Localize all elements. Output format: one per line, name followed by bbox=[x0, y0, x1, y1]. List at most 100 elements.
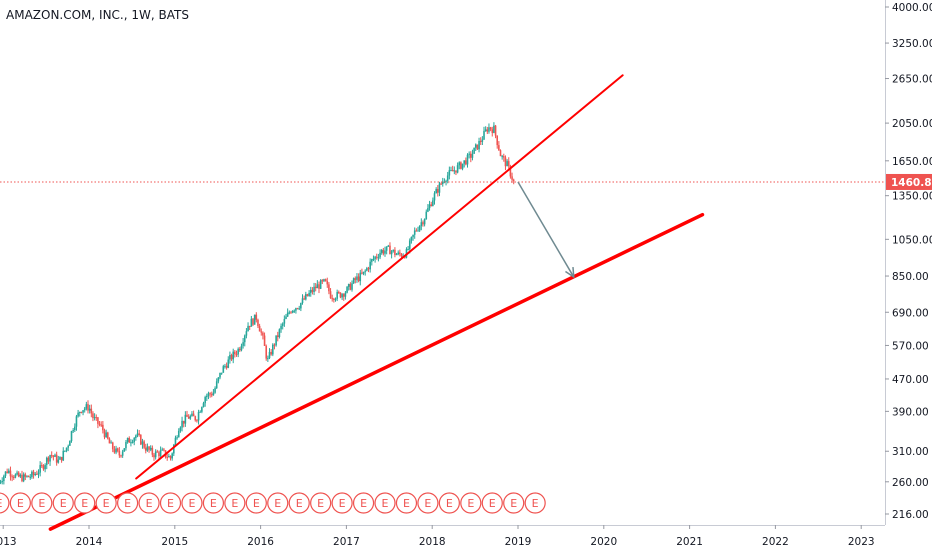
candle-body bbox=[339, 292, 342, 298]
candle-body bbox=[14, 474, 17, 478]
candle-body bbox=[374, 256, 376, 259]
candle-body bbox=[463, 160, 466, 164]
earnings-marker-label: E bbox=[103, 497, 110, 510]
candle-body bbox=[474, 144, 477, 148]
earnings-marker bbox=[181, 492, 203, 514]
candle-body bbox=[207, 393, 210, 396]
x-tick-label: 2023 bbox=[848, 536, 875, 548]
candle-body bbox=[24, 474, 27, 477]
candle-body bbox=[9, 470, 12, 477]
candle-body bbox=[210, 394, 213, 396]
earnings-marker-label: E bbox=[253, 497, 260, 510]
earnings-marker-label: E bbox=[339, 497, 346, 510]
x-tick-label: 2015 bbox=[161, 536, 188, 548]
candle-body bbox=[427, 208, 429, 212]
earnings-marker-label: E bbox=[17, 497, 24, 510]
candle-body bbox=[72, 430, 74, 432]
candle-body bbox=[354, 278, 357, 280]
candle-body bbox=[361, 272, 363, 274]
candle-body bbox=[440, 183, 442, 185]
candle-body bbox=[276, 335, 279, 338]
candle-body bbox=[44, 464, 46, 470]
candle-body bbox=[265, 345, 268, 359]
candle-body bbox=[50, 455, 53, 457]
candle-body bbox=[435, 189, 437, 194]
candle-body bbox=[120, 455, 122, 457]
y-tick-label: 3250.00 bbox=[892, 38, 932, 50]
candle-body bbox=[351, 283, 353, 290]
earnings-marker bbox=[138, 492, 160, 514]
candle-body bbox=[102, 424, 104, 431]
candle-body bbox=[225, 365, 228, 368]
candle-body bbox=[125, 442, 127, 449]
candle-body bbox=[437, 189, 439, 193]
y-tick-label: 570.00 bbox=[892, 340, 929, 352]
candle-body bbox=[430, 204, 433, 206]
candle-body bbox=[60, 456, 63, 461]
y-tick-label: 1650.00 bbox=[892, 156, 932, 168]
candle-body bbox=[78, 411, 81, 413]
y-tick-label: 690.00 bbox=[892, 307, 929, 319]
candle-body bbox=[118, 450, 121, 456]
candle-body bbox=[314, 286, 317, 289]
earnings-marker-label: E bbox=[360, 497, 367, 510]
y-tick-label: 470.00 bbox=[892, 374, 929, 386]
candle-body bbox=[149, 447, 152, 450]
forecast-arrow-line bbox=[517, 181, 575, 278]
earnings-marker bbox=[159, 492, 182, 514]
candle-body bbox=[37, 472, 40, 475]
candle-body bbox=[471, 153, 474, 158]
candle-body bbox=[438, 183, 441, 193]
candle-body bbox=[166, 457, 169, 459]
candle-body bbox=[503, 156, 505, 158]
candle-body bbox=[369, 261, 371, 270]
candle-body bbox=[253, 314, 256, 325]
candle-body bbox=[42, 465, 45, 470]
candle-body bbox=[239, 348, 241, 351]
candle-body bbox=[107, 432, 109, 439]
earnings-marker-label: E bbox=[146, 497, 153, 510]
y-tick-label: 1050.00 bbox=[892, 234, 932, 246]
candle-body bbox=[229, 354, 231, 360]
y-tick-label: 4000.00 bbox=[892, 2, 932, 14]
candle-body bbox=[281, 323, 284, 326]
candle-body bbox=[267, 358, 269, 360]
candle-body bbox=[161, 449, 164, 451]
candle-body bbox=[470, 153, 472, 158]
candle-body bbox=[375, 256, 378, 258]
candle-body bbox=[257, 319, 259, 326]
candle-body bbox=[309, 289, 312, 293]
candle-body bbox=[311, 289, 314, 292]
candle-body bbox=[285, 316, 287, 319]
y-tick-label: 850.00 bbox=[892, 271, 929, 283]
candle-body bbox=[67, 445, 70, 448]
candle-body bbox=[64, 450, 66, 452]
candle-body bbox=[204, 397, 206, 404]
y-tick-label: 390.00 bbox=[892, 406, 929, 418]
x-tick-label: 2020 bbox=[590, 536, 617, 548]
candle-body bbox=[483, 130, 485, 140]
candle-body bbox=[240, 345, 243, 351]
candle-body bbox=[432, 200, 434, 206]
x-tick-label: 2014 bbox=[76, 536, 103, 548]
candle-body bbox=[191, 413, 193, 417]
candle-body bbox=[318, 284, 320, 289]
candle-body bbox=[328, 284, 330, 292]
candle-body bbox=[380, 250, 383, 253]
earnings-marker-label: E bbox=[489, 497, 496, 510]
candle-body bbox=[324, 279, 327, 282]
candle-body bbox=[26, 475, 28, 477]
candle-body bbox=[260, 331, 263, 333]
y-tick-label: 216.00 bbox=[892, 509, 929, 521]
candle-body bbox=[8, 470, 10, 473]
y-tick-label: 260.00 bbox=[892, 477, 929, 489]
candle-body bbox=[234, 351, 236, 355]
candle-body bbox=[247, 325, 249, 332]
candle-body bbox=[272, 344, 274, 355]
candle-body bbox=[77, 412, 79, 417]
candle-body bbox=[425, 211, 428, 219]
candle-body bbox=[347, 284, 350, 287]
candle-body bbox=[39, 465, 41, 473]
candle-body bbox=[131, 441, 134, 443]
